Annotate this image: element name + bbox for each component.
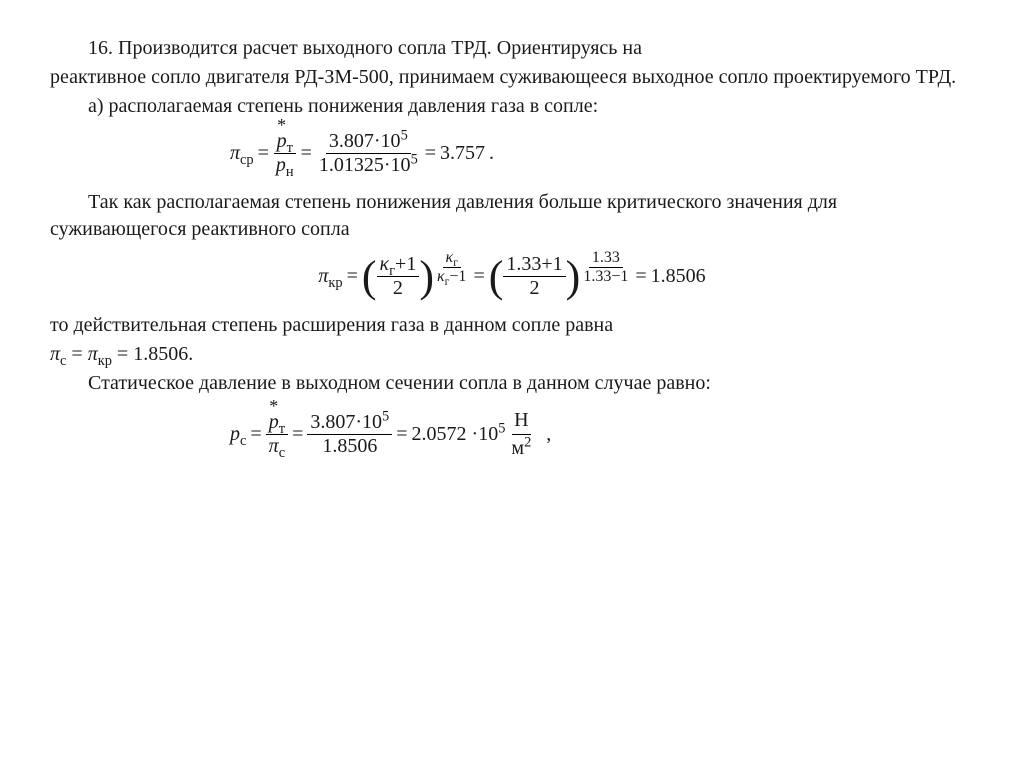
paragraph-intro-line2: реактивное сопло двигателя РД-ЗМ-500, пр… [50,64,974,91]
equation-pi-sr: πср = *pт pн = 3.807·105 1.01325·105 = 3… [50,130,974,177]
intro-text-1: Производится расчет выходного сопла ТРД.… [118,37,642,59]
paragraph-intro-line1: 16. Производится расчет выходного сопла … [50,35,974,62]
paragraph-actual-ratio: то действительная степень расширения газ… [50,312,974,339]
inline-equation-pi-c: πс = πкр = 1.8506. [50,341,974,368]
equation-p-c: pс = *pт πс = 3.807·105 1.8506 = 2.0572 … [50,407,974,462]
paragraph-static-pressure: Статическое давление в выходном сечении … [50,370,974,397]
paragraph-since: Так как располагаемая степень понижения … [50,189,974,243]
section-number: 16. [88,37,113,59]
equation-pi-kr: πкр = ( κг+1 2 ) κг κг−1 = ( 1.33+1 [50,253,974,300]
paragraph-item-a: а) располагаемая степень понижения давле… [50,93,974,120]
